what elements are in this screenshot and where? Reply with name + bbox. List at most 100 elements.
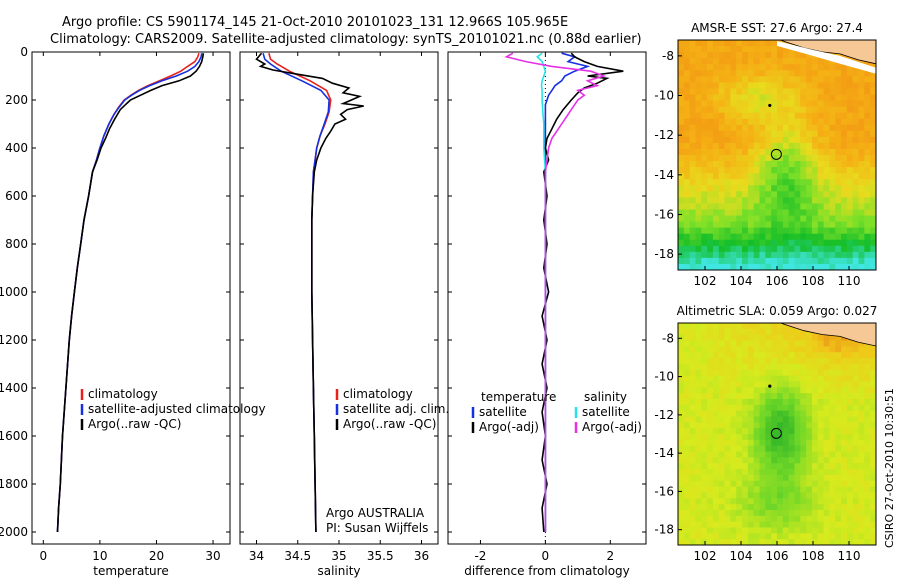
sla-map-cell: [788, 346, 796, 353]
sst-map-cell: [695, 191, 702, 198]
sst-map-cell: [806, 179, 813, 186]
sst-map-cell: [777, 94, 784, 102]
sst-map-cell: [794, 173, 801, 180]
sla-map-cell: [864, 422, 871, 429]
sla-map-cell: [846, 463, 854, 470]
sst-map-cell: [724, 185, 732, 192]
sla-map-cell: [724, 480, 732, 488]
sla-map-cell: [841, 492, 848, 499]
sla-map-cell: [788, 515, 796, 523]
sla-map-cell: [800, 509, 807, 517]
sla-map-cell: [753, 416, 761, 423]
sst-map-cell: [747, 106, 755, 114]
sst-map-cell: [765, 161, 772, 168]
sla-map-cell: [852, 480, 860, 488]
sla-map-cell: [800, 463, 807, 470]
sst-map-cell: [683, 40, 691, 47]
sst-map-cell: [753, 76, 761, 83]
sla-map-cell: [846, 474, 854, 482]
sla-map-cell: [689, 410, 697, 418]
sst-map-cell: [765, 100, 772, 108]
sst-map-cell: [782, 221, 790, 229]
sla-map-cell: [823, 398, 831, 406]
sst-map-cell: [811, 161, 819, 168]
sst-map-cell: [730, 239, 737, 247]
sla-map-cell: [835, 451, 842, 458]
sst-map-cell: [829, 173, 836, 180]
sst-map-cell: [782, 52, 790, 59]
sst-map-cell: [695, 70, 702, 77]
sst-map-cell: [811, 173, 819, 180]
sla-map-cell: [806, 486, 813, 494]
sla-map-cell: [841, 486, 848, 494]
sla-map-cell: [800, 404, 807, 412]
sst-map-cell: [678, 191, 685, 198]
sla-map-cell: [742, 334, 749, 342]
sst-map-cell: [689, 82, 697, 90]
sla-map-cell: [782, 463, 790, 470]
sla-map-cell: [794, 457, 801, 464]
sst-map-cell: [782, 130, 790, 138]
sla-map-cell: [771, 498, 778, 505]
sst-map-cell: [835, 179, 842, 186]
sst-map-cell: [724, 40, 732, 47]
sla-map-cell: [800, 492, 807, 499]
sst-map-cell: [753, 118, 761, 126]
sla-map-cell: [724, 533, 732, 540]
sst-map-cell: [817, 118, 825, 126]
sst-map-cell: [823, 148, 831, 156]
sst-map-cell: [707, 106, 714, 114]
sla-map-cell: [782, 393, 790, 400]
sst-map-cell: [870, 209, 876, 217]
sla-map-cell: [742, 428, 749, 435]
sst-map-cell: [782, 100, 790, 108]
sla-map-cell: [835, 492, 842, 499]
sst-map-cell: [777, 106, 784, 114]
sla-map-cell: [846, 509, 854, 517]
sla-map-cell: [701, 469, 708, 476]
sst-map-cell: [724, 221, 732, 229]
sst-map-cell: [742, 203, 749, 211]
sla-map-cell: [765, 539, 772, 545]
sst-map-cell: [712, 130, 720, 138]
sla-map-cell: [846, 369, 854, 377]
sst-map-cell: [742, 191, 749, 198]
sla-map-cell: [678, 486, 685, 494]
sla-map-cell: [858, 504, 865, 511]
sla-map-cell: [707, 428, 714, 435]
sst-map-cell: [747, 233, 755, 241]
sla-map-cell: [736, 527, 743, 534]
sst-map-cell: [718, 161, 726, 168]
sla-map-cell: [765, 480, 772, 488]
sst-map-cell: [678, 58, 685, 65]
sla-map-cell: [712, 334, 720, 342]
sla-map-cell: [736, 463, 743, 470]
sla-map-cell: [730, 486, 737, 494]
sla-map-cell: [753, 363, 761, 371]
sla-map-cell: [695, 457, 702, 464]
sst-map-cell: [852, 142, 860, 150]
sst-map-cell: [695, 263, 702, 270]
sst-map-cell: [823, 124, 831, 132]
sla-map-cell: [846, 492, 854, 499]
sst-map-cell: [823, 221, 831, 229]
sst-map-cell: [800, 191, 807, 198]
sla-map-cell: [852, 358, 860, 365]
sst-map-cell: [683, 239, 691, 247]
sst-map-cell: [829, 124, 836, 132]
sst-map-cell: [811, 179, 819, 186]
sst-map-cell: [858, 106, 865, 114]
sst-map-cell: [841, 179, 848, 186]
sla-map-cell: [794, 422, 801, 429]
sla-map-cell: [794, 434, 801, 441]
sst-map-cell: [753, 251, 761, 259]
sst-map-cell: [782, 88, 790, 96]
sla-map-cell: [730, 428, 737, 435]
sla-map-cell: [794, 387, 801, 394]
sst-map-cell: [846, 112, 854, 120]
sla-map-cell: [841, 340, 848, 347]
sst-map-cell: [771, 118, 778, 126]
sst-map-cell: [800, 142, 807, 150]
sst-map-cell: [794, 100, 801, 108]
sla-map-cell: [777, 393, 784, 400]
